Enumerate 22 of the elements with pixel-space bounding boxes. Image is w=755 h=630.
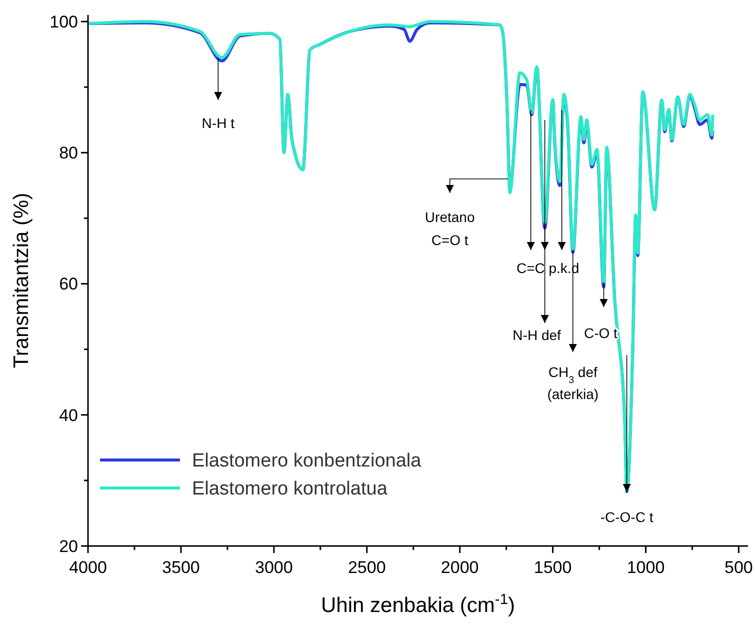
annotation: N-H def: [512, 327, 562, 343]
annotation: N-H t: [202, 115, 235, 131]
x-tick-label: 3500: [162, 558, 200, 577]
y-tick-label: 20: [59, 536, 78, 556]
x-tick-label: 1000: [626, 558, 665, 577]
y-tick-label: 80: [59, 144, 78, 163]
y-tick-label: 60: [59, 274, 78, 294]
x-axis-title: Uhin zenbakia (cm$^{-1}$): [321, 592, 515, 617]
x-tick-label: 3000: [255, 558, 293, 577]
annotation: Uretano C=O t: [424, 209, 475, 248]
legend-label: Elastomero konbentzionala: [192, 450, 422, 472]
x-tick-label: 2500: [348, 558, 386, 577]
x-tick-label: 1500: [534, 558, 572, 577]
y-tick-label: 100: [50, 12, 78, 32]
y-tick-label: 40: [59, 406, 78, 425]
annotation: -C-O-C t: [600, 509, 654, 525]
x-tick-label: 500: [724, 558, 753, 577]
x-tick-label: 2000: [440, 558, 479, 577]
annotation: CH$_{3}$ def (aterkia): [547, 364, 599, 402]
x-tick-label: 4000: [69, 558, 107, 577]
y-axis-title: Transmitantzia (%): [10, 192, 33, 368]
legend-label: Elastomero kontrolatua: [192, 478, 388, 500]
